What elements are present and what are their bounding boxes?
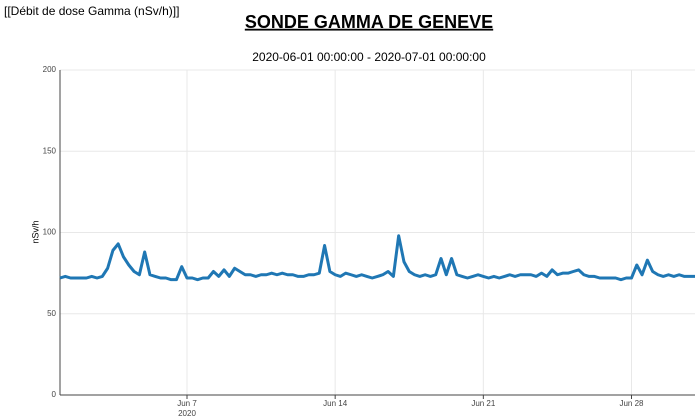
x-tick-label: Jun 14 xyxy=(323,399,348,408)
x-tick-label: Jun 21 xyxy=(471,399,496,408)
y-tick-label: 50 xyxy=(47,309,56,318)
data-line xyxy=(59,234,695,282)
x-tick-label: Jun 28 xyxy=(619,399,644,408)
y-axis-label: nSv/h xyxy=(30,220,40,243)
header: [[Débit de dose Gamma (nSv/h)]] xyxy=(4,4,179,18)
chart-title: SONDE GAMMA DE GENEVE xyxy=(245,12,493,32)
y-tick-label: 0 xyxy=(52,390,57,399)
y-tick-label: 200 xyxy=(43,65,57,74)
y-tick-label: 150 xyxy=(43,146,57,155)
x-tick-year: 2020 xyxy=(178,409,196,418)
y-tick-label: 100 xyxy=(43,228,57,237)
x-tick-label: Jun 7 xyxy=(177,399,197,408)
chart-subtitle: 2020-06-01 00:00:00 - 2020-07-01 00:00:0… xyxy=(252,50,486,64)
